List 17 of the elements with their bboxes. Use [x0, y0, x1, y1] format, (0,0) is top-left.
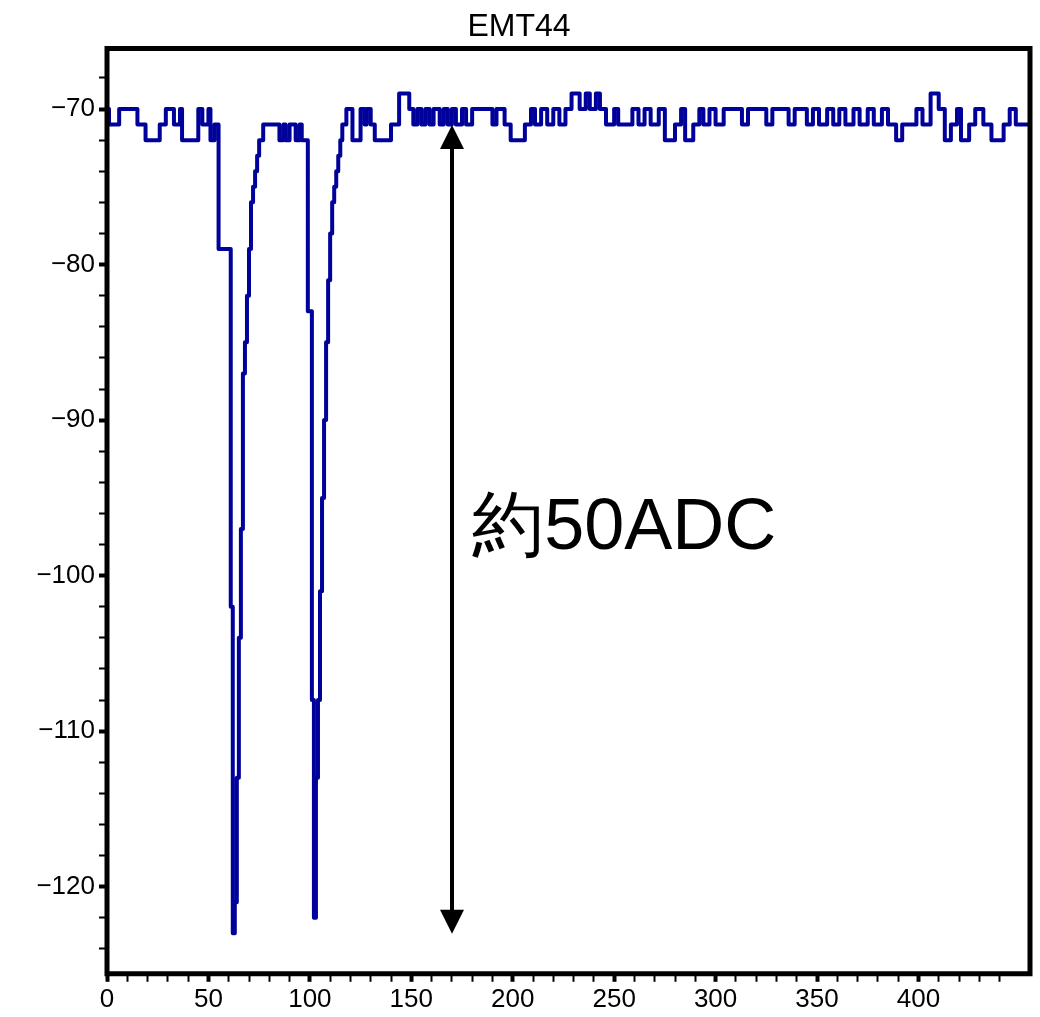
- x-tick-label: 300: [693, 982, 738, 1013]
- x-tick-label: 400: [896, 982, 941, 1013]
- y-tick-label: −70: [50, 92, 95, 123]
- x-tick-label: 50: [193, 982, 223, 1013]
- x-tick-label: 100: [288, 982, 332, 1013]
- y-tick-label: −110: [38, 714, 95, 745]
- x-tick-label: 250: [592, 982, 636, 1013]
- y-tick-label: −90: [50, 403, 95, 434]
- x-tick-label: 200: [491, 982, 535, 1013]
- chart-title: EMT44: [467, 7, 571, 44]
- y-tick-label: −100: [36, 558, 95, 589]
- x-tick-label: 0: [99, 982, 115, 1013]
- x-tick-label: 350: [795, 982, 839, 1013]
- y-tick-label: −80: [50, 247, 95, 278]
- y-tick-label: −120: [36, 869, 95, 900]
- x-tick-label: 150: [389, 982, 433, 1013]
- annotation: 約50ADC: [472, 483, 777, 564]
